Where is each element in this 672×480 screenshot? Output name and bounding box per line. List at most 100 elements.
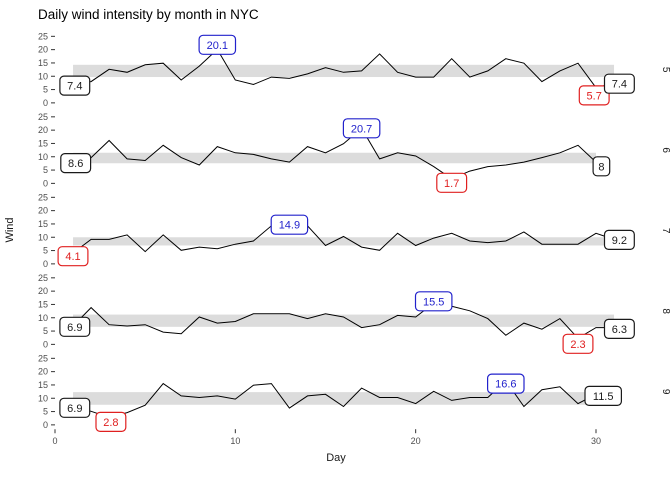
wind-line [72, 127, 597, 180]
value-label-box [95, 411, 127, 432]
value-label-box [578, 85, 610, 106]
facet-panel-7: 25 20 15 10 5 0 4.1 14.9 9.2 7 [38, 192, 671, 269]
value-label-min: 2.3 [562, 333, 594, 354]
value-label-box [59, 397, 91, 418]
y-tick-label: 20 [38, 125, 48, 135]
value-label-box [342, 118, 381, 139]
value-label-text: 6.9 [67, 322, 82, 334]
y-tick-label: 15 [38, 380, 48, 390]
facet-panel-5: 25 20 15 10 5 0 7.4 20.1 5.7 7.4 5 [38, 31, 671, 108]
value-label-text: 8.6 [68, 158, 83, 170]
value-label-box [436, 172, 468, 193]
value-label-box [584, 385, 623, 406]
y-tick-label: 15 [38, 58, 48, 68]
wind-line [72, 223, 615, 254]
value-label-text: 5.7 [587, 90, 602, 102]
wind-line [72, 48, 615, 89]
value-label-text: 2.8 [103, 417, 118, 429]
value-label-max: 14.9 [270, 214, 309, 235]
value-label-text: 7.4 [67, 81, 82, 93]
value-label-text: 2.3 [570, 339, 585, 351]
value-label-box [603, 73, 635, 94]
value-label-first: 6.9 [59, 316, 91, 337]
y-tick-label: 10 [38, 393, 48, 403]
value-label-max: 16.6 [487, 373, 525, 394]
facet-strip-label: 8 [660, 308, 671, 314]
value-label-text: 20.7 [351, 123, 372, 135]
x-tick-label: 30 [591, 436, 601, 446]
y-tick-label: 25 [38, 31, 48, 41]
y-tick-label: 25 [38, 112, 48, 122]
iqr-band [73, 64, 615, 78]
facet-panel-9: 25 20 15 10 5 0 6.9 2.8 16.6 11.5 9 [38, 353, 671, 432]
value-label-last: 11.5 [584, 385, 623, 406]
y-tick-label: 15 [38, 138, 48, 148]
value-label-box [57, 246, 89, 267]
value-label-text: 9.2 [612, 235, 627, 247]
value-label-box [59, 316, 91, 337]
value-label-last: 9.2 [603, 229, 635, 250]
y-tick-label: 5 [43, 326, 48, 336]
y-tick-label: 10 [38, 71, 48, 81]
value-label-last: 8 [592, 156, 611, 177]
y-tick-label: 25 [38, 353, 48, 363]
y-tick-label: 0 [43, 98, 48, 108]
iqr-band [73, 237, 615, 246]
y-tick-label: 0 [43, 259, 48, 269]
x-axis-title: Day [326, 452, 346, 464]
value-label-first: 7.4 [59, 75, 91, 96]
y-tick-label: 20 [38, 45, 48, 55]
value-label-first: 6.9 [59, 397, 91, 418]
y-tick-label: 25 [38, 273, 48, 283]
x-tick-label: 10 [230, 436, 240, 446]
y-tick-label: 15 [38, 219, 48, 229]
x-tick-label: 20 [411, 436, 421, 446]
value-label-min: 1.7 [436, 172, 468, 193]
facet-strip-label: 6 [660, 147, 671, 153]
value-label-text: 1.7 [444, 178, 459, 190]
value-label-max: 15.5 [414, 291, 453, 312]
iqr-band [73, 314, 615, 327]
y-tick-label: 10 [38, 152, 48, 162]
value-label-last: 7.4 [603, 73, 635, 94]
value-label-min: 5.7 [578, 85, 610, 106]
y-tick-label: 20 [38, 206, 48, 216]
facet-strip-label: 7 [660, 228, 671, 234]
y-tick-label: 10 [38, 313, 48, 323]
value-label-text: 11.5 [593, 391, 614, 403]
value-label-box [198, 34, 237, 55]
y-tick-label: 25 [38, 192, 48, 202]
value-label-box [414, 291, 453, 312]
y-tick-label: 0 [43, 339, 48, 349]
value-label-text: 6.9 [67, 403, 82, 415]
facet-strip-label: 5 [660, 67, 671, 73]
y-tick-label: 0 [43, 420, 48, 430]
value-label-box [60, 153, 92, 174]
iqr-band [73, 392, 596, 405]
value-label-first: 8.6 [60, 153, 92, 174]
value-label-box [270, 214, 309, 235]
value-label-text: 6.3 [612, 324, 627, 336]
value-label-box [59, 75, 91, 96]
value-label-box [487, 373, 525, 394]
value-label-text: 15.5 [423, 296, 444, 308]
chart-title: Daily wind intensity by month in NYC [38, 7, 259, 22]
value-label-max: 20.1 [198, 34, 237, 55]
y-tick-label: 20 [38, 286, 48, 296]
value-label-text: 14.9 [279, 220, 300, 232]
value-label-text: 20.1 [207, 40, 228, 52]
y-tick-label: 5 [43, 165, 48, 175]
value-label-box [592, 156, 611, 177]
y-tick-label: 5 [43, 246, 48, 256]
value-label-box [603, 229, 635, 250]
y-tick-label: 10 [38, 232, 48, 242]
value-label-last: 6.3 [603, 318, 635, 339]
y-tick-label: 5 [43, 407, 48, 417]
x-tick-label: 0 [52, 436, 57, 446]
facet-panel-8: 25 20 15 10 5 0 6.9 15.5 2.3 6.3 8 [38, 273, 671, 354]
value-label-text: 8 [598, 161, 604, 173]
value-label-text: 4.1 [65, 251, 80, 263]
facet-strip-label: 9 [660, 389, 671, 395]
